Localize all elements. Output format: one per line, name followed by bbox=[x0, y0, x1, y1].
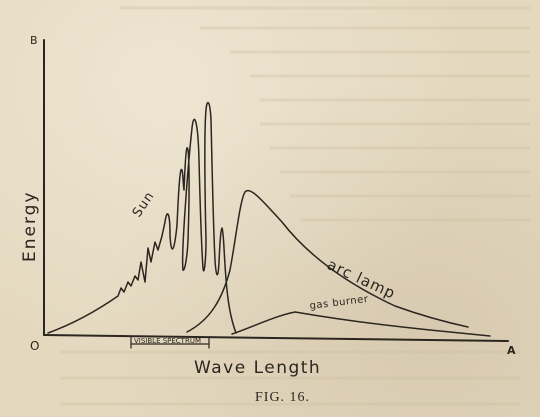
y-axis-end-label: B bbox=[30, 34, 38, 47]
y-axis-label: Energy bbox=[20, 190, 40, 262]
gas-burner-curve bbox=[231, 311, 491, 337]
sun-label: Sun bbox=[130, 189, 158, 220]
visible-spectrum-label: VISIBLE SPECTRUM bbox=[134, 337, 201, 345]
x-axis-end-label: A bbox=[507, 344, 516, 357]
paper-show-through bbox=[60, 6, 530, 406]
x-axis bbox=[43, 334, 509, 342]
figure-caption: FIG. 16. bbox=[255, 390, 310, 405]
visible-spectrum-bracket bbox=[130, 336, 210, 349]
sun-curve bbox=[47, 101, 237, 334]
gas-burner-label: gas burner bbox=[309, 294, 369, 312]
arc-lamp-curve bbox=[186, 189, 469, 333]
origin-label: O bbox=[30, 339, 39, 353]
x-axis-label: Wave Length bbox=[194, 358, 321, 378]
